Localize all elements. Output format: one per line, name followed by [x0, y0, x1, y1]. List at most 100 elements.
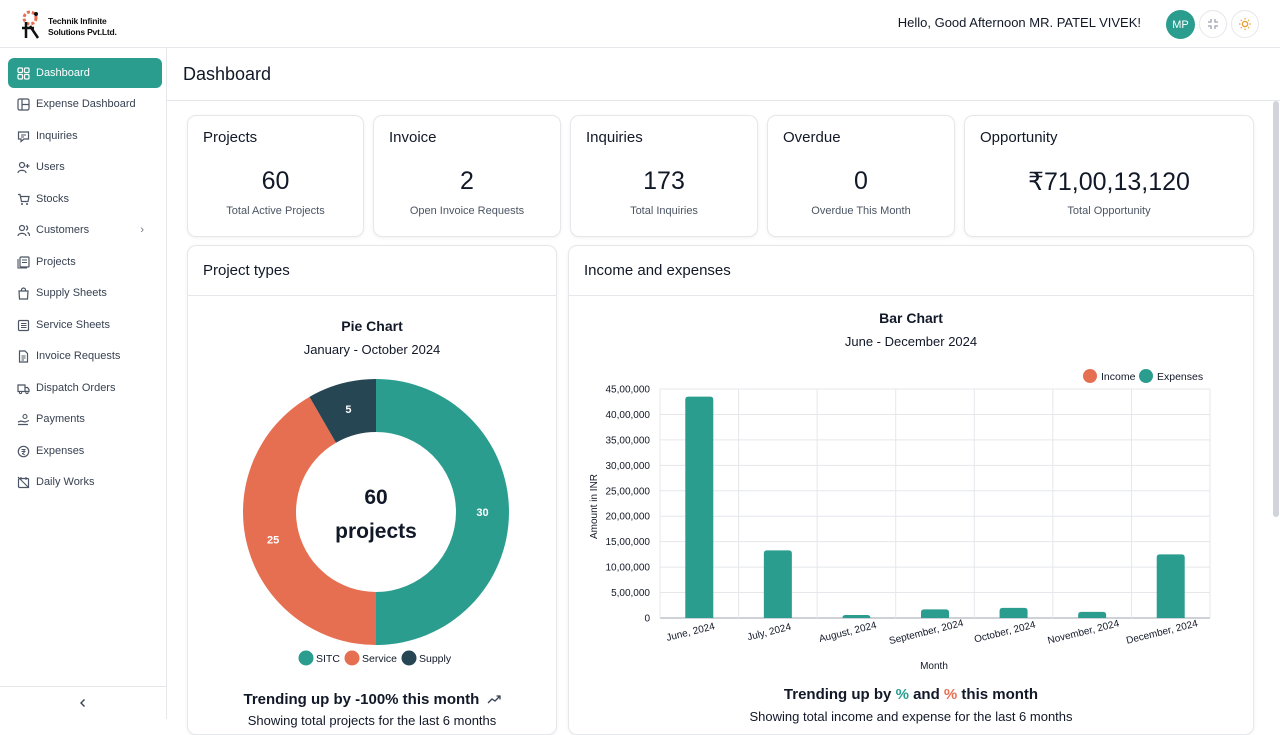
- bar-expenses[interactable]: [763, 550, 792, 618]
- legend-swatch: [1139, 369, 1153, 383]
- stat-card-projects[interactable]: Projects 60 Total Active Projects: [187, 115, 364, 237]
- bar-expenses[interactable]: [1156, 554, 1185, 618]
- income-trend-pct: %: [895, 686, 909, 703]
- file-icon: [16, 349, 30, 363]
- sidebar-item-invoice-requests[interactable]: Invoice Requests: [8, 341, 162, 371]
- legend-item-sitc[interactable]: SITC: [298, 650, 341, 666]
- sidebar-item-expenses[interactable]: Expenses: [8, 436, 162, 466]
- theme-toggle-button[interactable]: [1231, 10, 1259, 38]
- bar-expenses[interactable]: [1078, 611, 1107, 618]
- legend-item-supply[interactable]: Supply: [401, 650, 452, 666]
- company-line-1: Technik Infinite: [48, 16, 107, 26]
- y-tick-label: 10,00,000: [606, 563, 651, 574]
- sidebar-item-customers[interactable]: Customers ›: [8, 215, 162, 245]
- sidebar-item-payments[interactable]: Payments: [8, 404, 162, 434]
- x-tick-label: September, 2024: [888, 618, 965, 647]
- sidebar-item-projects[interactable]: Projects: [8, 247, 162, 277]
- pie-trend-subtitle: Showing total projects for the last 6 mo…: [247, 713, 497, 728]
- legend-swatch: [401, 650, 417, 666]
- sidebar-item-users[interactable]: Users: [8, 152, 162, 182]
- legend-swatch: [298, 650, 314, 666]
- pie-slice-label: 30: [476, 507, 488, 519]
- bar-expenses[interactable]: [685, 396, 714, 618]
- legend-label: Supply: [419, 653, 452, 665]
- sidebar-item-dispatch-orders[interactable]: Dispatch Orders: [8, 373, 162, 403]
- trend-prefix: Trending up by: [783, 686, 896, 703]
- list-icon: [16, 318, 30, 332]
- legend-swatch: [1083, 369, 1097, 383]
- grid-icon: [16, 66, 30, 80]
- y-tick-label: 25,00,000: [606, 486, 651, 497]
- stat-value: 60: [261, 167, 290, 195]
- stat-subtitle: Total Opportunity: [1067, 205, 1151, 217]
- avatar[interactable]: MP: [1166, 10, 1195, 39]
- bar-expenses[interactable]: [921, 609, 949, 618]
- sidebar-item-label: Service Sheets: [36, 319, 110, 331]
- sidebar-item-expense-dashboard[interactable]: Expense Dashboard: [8, 89, 162, 119]
- bar-expenses[interactable]: [999, 607, 1028, 618]
- legend-item-expenses[interactable]: Expenses: [1139, 369, 1203, 383]
- bar-expenses[interactable]: [842, 614, 871, 618]
- trend-suffix: this month: [957, 686, 1039, 703]
- calendar-off-icon: [16, 475, 30, 489]
- stat-label: Inquiries: [586, 129, 643, 146]
- sidebar-item-service-sheets[interactable]: Service Sheets: [8, 310, 162, 340]
- page-title: Dashboard: [183, 64, 272, 84]
- y-tick-label: 0: [644, 614, 650, 625]
- main-scrollbar[interactable]: [1273, 101, 1279, 517]
- stat-value: 2: [460, 167, 474, 195]
- legend-item-service[interactable]: Service: [344, 650, 398, 666]
- legend-item-income[interactable]: Income: [1083, 369, 1136, 383]
- sidebar-item-stocks[interactable]: Stocks: [8, 184, 162, 214]
- income-expenses-panel: Income and expenses Bar Chart June - Dec…: [568, 245, 1254, 735]
- pie-slice-label: 5: [345, 404, 351, 416]
- sun-icon: [1239, 18, 1251, 30]
- sidebar-item-label: Dispatch Orders: [36, 382, 116, 394]
- y-tick-label: 15,00,000: [606, 537, 651, 548]
- panel-title: Project types: [203, 262, 290, 279]
- x-tick-label: October, 2024: [973, 620, 1037, 646]
- company-line-2: Solutions Pvt.Ltd.: [48, 27, 117, 37]
- x-tick-label: November, 2024: [1047, 618, 1121, 647]
- y-tick-label: 30,00,000: [606, 461, 651, 472]
- stat-value: 173: [643, 167, 685, 195]
- shrink-icon: [1208, 19, 1218, 29]
- stat-card-opportunity[interactable]: Opportunity ₹71,00,13,120 Total Opportun…: [964, 115, 1254, 237]
- sidebar-item-inquiries[interactable]: Inquiries: [8, 121, 162, 151]
- stat-card-invoice[interactable]: Invoice 2 Open Invoice Requests: [373, 115, 561, 237]
- folder-icon: [16, 255, 30, 269]
- trending-up-icon: [487, 695, 501, 704]
- pie-slice-service[interactable]: [243, 396, 376, 645]
- user-plus-icon: [16, 160, 30, 174]
- trend-label: Trending up by -100% this month: [243, 691, 480, 708]
- y-tick-label: 40,00,000: [606, 410, 651, 421]
- pie-chart-subtitle: January - October 2024: [303, 342, 441, 357]
- stat-label: Invoice: [389, 129, 437, 146]
- company-logo: [22, 10, 40, 39]
- legend-swatch: [344, 650, 360, 666]
- sidebar-item-label: Expense Dashboard: [36, 98, 136, 110]
- stat-card-overdue[interactable]: Overdue 0 Overdue This Month: [767, 115, 955, 237]
- x-tick-label: August, 2024: [818, 620, 878, 645]
- pie-center-value: 60: [364, 486, 387, 509]
- sidebar-item-label: Invoice Requests: [36, 350, 121, 362]
- sidebar-item-supply-sheets[interactable]: Supply Sheets: [8, 278, 162, 308]
- sidebar-item-daily-works[interactable]: Daily Works: [8, 467, 162, 497]
- pie-slice-supply[interactable]: [309, 379, 377, 443]
- sidebar-collapse-button[interactable]: [0, 686, 166, 719]
- panel-divider: [569, 295, 1253, 296]
- bar-trend-text: Trending up by % and % this month: [569, 686, 1253, 703]
- pie-chart-title: Pie Chart: [341, 318, 403, 334]
- greeting-text: Hello, Good Afternoon MR. PATEL VIVEK!: [897, 15, 1141, 30]
- pie-slice-sitc[interactable]: [376, 379, 509, 645]
- x-tick-label: December, 2024: [1125, 618, 1199, 647]
- stat-label: Projects: [203, 129, 258, 146]
- sidebar-item-label: Inquiries: [36, 130, 78, 142]
- stat-card-inquiries[interactable]: Inquiries 173 Total Inquiries: [570, 115, 758, 237]
- sidebar-item-dashboard[interactable]: Dashboard: [8, 58, 162, 88]
- pie-trend-text: Trending up by -100% this month: [188, 691, 556, 708]
- stat-label: Opportunity: [980, 129, 1058, 146]
- page-header: Dashboard: [167, 48, 1280, 101]
- x-tick-label: June, 2024: [665, 621, 716, 644]
- fullscreen-button[interactable]: [1199, 10, 1227, 38]
